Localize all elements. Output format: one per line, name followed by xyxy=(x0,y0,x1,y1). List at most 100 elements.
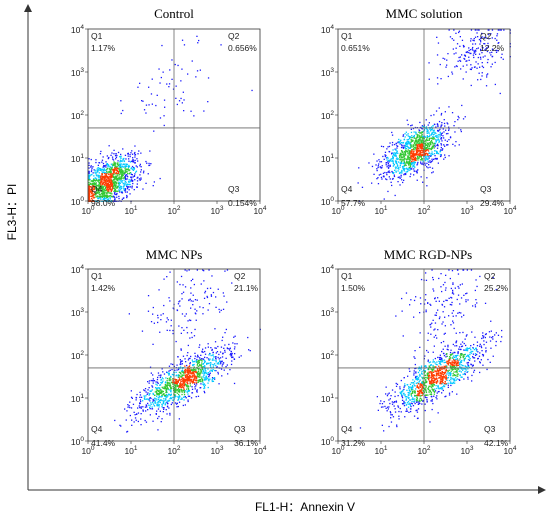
scatter-point xyxy=(221,365,223,367)
scatter-point xyxy=(131,187,133,189)
scatter-point xyxy=(124,176,126,178)
scatter-point xyxy=(426,400,428,402)
scatter-point xyxy=(163,373,166,375)
scatter-point xyxy=(407,140,409,142)
scatter-point xyxy=(211,275,213,277)
scatter-point xyxy=(421,163,423,165)
scatter-point xyxy=(413,174,415,176)
scatter-point xyxy=(399,153,401,155)
scatter-point xyxy=(438,277,440,280)
scatter-point xyxy=(383,401,385,403)
scatter-point xyxy=(448,128,450,130)
scatter-point xyxy=(115,176,117,178)
scatter-point xyxy=(406,144,408,146)
scatter-point xyxy=(485,333,487,335)
scatter-point xyxy=(409,162,411,164)
scatter-point xyxy=(428,361,430,364)
scatter-point xyxy=(427,145,429,148)
scatter-point xyxy=(395,166,397,168)
scatter-point xyxy=(386,166,388,168)
scatter-point xyxy=(168,382,170,385)
scatter-point xyxy=(123,189,125,191)
scatter-point xyxy=(435,139,437,141)
scatter-point xyxy=(481,353,484,356)
quadrant-value-q2: 12.2% xyxy=(480,43,505,53)
scatter-point xyxy=(170,391,172,393)
scatter-point xyxy=(151,78,153,80)
scatter-point xyxy=(479,43,481,45)
scatter-point xyxy=(358,167,360,169)
scatter-point xyxy=(127,152,129,154)
scatter-point xyxy=(432,276,434,279)
scatter-point xyxy=(139,82,141,84)
scatter-point xyxy=(396,163,398,165)
scatter-point xyxy=(400,156,402,158)
scatter-point xyxy=(429,137,431,139)
scatter-point xyxy=(114,184,116,186)
scatter-point xyxy=(161,377,163,379)
scatter-point xyxy=(414,400,416,402)
scatter-point xyxy=(468,356,470,358)
scatter-point xyxy=(184,372,186,374)
scatter-point xyxy=(412,139,414,141)
y-tick-label: 104 xyxy=(71,24,84,35)
scatter-point xyxy=(208,354,210,356)
scatter-point xyxy=(161,368,163,370)
scatter-point xyxy=(96,185,98,187)
scatter-point xyxy=(88,167,90,169)
scatter-point xyxy=(213,356,215,358)
scatter-point xyxy=(452,48,454,50)
scatter-point xyxy=(390,421,393,423)
scatter-point xyxy=(113,163,115,165)
scatter-point xyxy=(419,142,421,145)
scatter-point xyxy=(408,402,410,404)
scatter-point xyxy=(437,42,440,44)
scatter-point xyxy=(185,376,187,378)
scatter-point xyxy=(440,342,442,344)
scatter-point xyxy=(416,170,418,172)
scatter-point xyxy=(115,167,117,169)
scatter-point xyxy=(110,176,113,178)
scatter-point xyxy=(204,366,206,368)
scatter-point xyxy=(467,376,469,378)
scatter-point xyxy=(116,172,118,174)
scatter-point xyxy=(233,348,236,350)
scatter-point xyxy=(431,151,433,153)
scatter-point xyxy=(450,379,452,381)
scatter-point xyxy=(169,385,172,387)
scatter-point xyxy=(448,369,450,371)
scatter-point xyxy=(439,155,442,158)
scatter-point xyxy=(129,172,131,174)
scatter-point xyxy=(111,175,113,177)
scatter-point xyxy=(480,41,482,43)
scatter-point xyxy=(192,370,194,372)
scatter-point xyxy=(108,181,110,184)
scatter-point xyxy=(140,171,142,173)
scatter-point xyxy=(187,373,189,375)
scatter-point xyxy=(134,162,136,164)
scatter-point xyxy=(479,371,481,374)
scatter-point xyxy=(187,383,189,385)
scatter-point xyxy=(115,175,117,177)
scatter-point xyxy=(419,130,421,132)
scatter-point xyxy=(432,361,434,363)
scatter-point xyxy=(186,326,188,329)
scatter-point xyxy=(395,170,397,172)
scatter-point xyxy=(406,171,408,173)
scatter-point xyxy=(436,151,438,153)
scatter-point xyxy=(437,138,439,140)
scatter-point xyxy=(174,388,176,390)
scatter-point xyxy=(450,366,452,368)
scatter-point xyxy=(397,142,399,144)
scatter-point xyxy=(409,404,412,407)
scatter-point xyxy=(399,172,401,174)
scatter-point xyxy=(413,170,415,172)
scatter-point xyxy=(406,141,408,143)
scatter-point xyxy=(388,425,390,428)
scatter-point xyxy=(412,145,415,148)
scatter-point xyxy=(443,352,445,355)
scatter-point xyxy=(387,157,389,159)
scatter-point xyxy=(430,368,432,370)
scatter-point xyxy=(180,80,182,82)
scatter-point xyxy=(415,296,417,298)
